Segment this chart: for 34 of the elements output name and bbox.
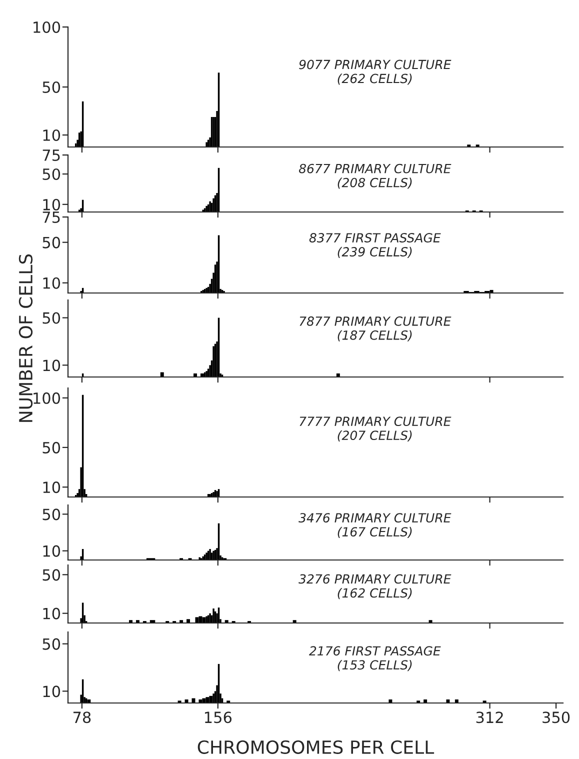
text: 3476 PRIMARY CULTURE (167 CELLS) <box>298 513 452 538</box>
y-tick-label: 100 <box>34 21 60 34</box>
text: 8677 PRIMARY CULTURE (208 CELLS) <box>298 164 452 189</box>
y-tick-label: 50 <box>42 442 60 454</box>
y-tick-label: 10 <box>43 360 60 372</box>
y-tick-label: 10 <box>43 277 60 289</box>
text: 8377 FIRST PASSAGE (239 CELLS) <box>309 233 441 258</box>
y-tick-label: 50 <box>42 81 60 94</box>
y-tick-label: 10 <box>43 686 60 698</box>
x-tick-label: 312 <box>476 712 503 724</box>
y-tick-label: 50 <box>42 638 60 650</box>
y-tick-label: 50 <box>42 236 60 248</box>
text: 9077 PRIMARY CULTURE (262 CELLS) <box>299 60 452 85</box>
y-axis-title: NUMBER OF CELLS <box>18 254 33 422</box>
y-tick-label: 50 <box>42 508 60 520</box>
text: 7777 PRIMARY CULTURE (207 CELLS) <box>300 416 452 442</box>
y-tick-label: 50 <box>42 569 60 581</box>
text: 2176 FIRST PASSAGE (153 CELLS) <box>308 646 441 672</box>
y-tick-label: 10 <box>43 608 60 620</box>
y-tick-label: 75 <box>42 212 60 224</box>
x-axis-title: CHROMOSOMES PER CELL <box>198 740 434 754</box>
y-tick-label: 10 <box>43 482 60 494</box>
x-tick-label: 156 <box>204 712 232 724</box>
y-tick-label: 50 <box>42 312 60 324</box>
y-tick-label: 10 <box>43 198 60 210</box>
text: 7877 PRIMARY CULTURE (187 CELLS) <box>300 316 452 342</box>
text: 3276 PRIMARY CULTURE (162 CELLS) <box>298 574 452 600</box>
x-tick-label: 350 <box>542 712 570 724</box>
y-tick-label: 50 <box>42 168 60 180</box>
y-tick-label: 100 <box>34 392 60 404</box>
y-tick-label: 75 <box>42 150 60 162</box>
x-tick-label: 78 <box>73 712 91 724</box>
y-tick-label: 10 <box>43 545 60 557</box>
y-tick-label: 10 <box>43 129 60 142</box>
